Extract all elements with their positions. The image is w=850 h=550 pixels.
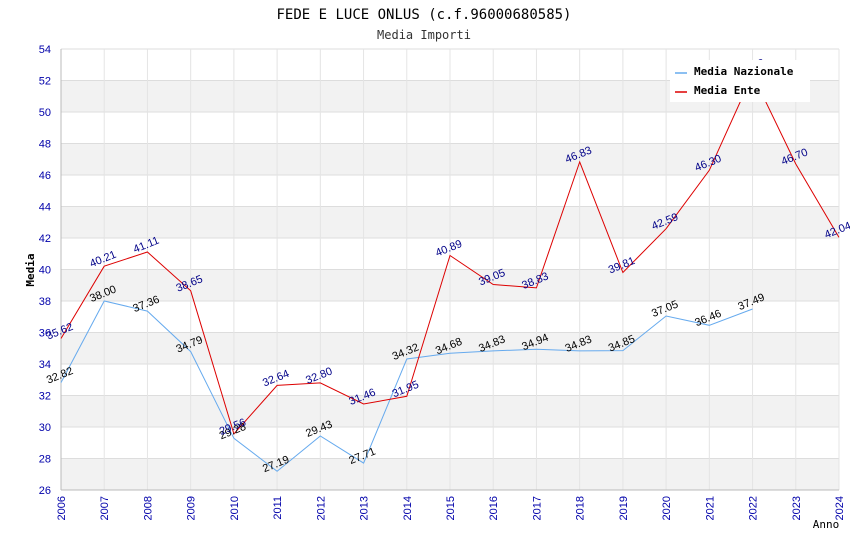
y-tick-label: 50 bbox=[39, 107, 51, 119]
x-tick-label: 2013 bbox=[359, 496, 371, 520]
y-axis-ticks: 26 28 30 32 34 36 38 40 42 44 46 48 50 52 54 bbox=[39, 44, 51, 497]
x-tick-label: 2010 bbox=[229, 496, 241, 520]
legend-label-nazionale: Media Nazionale bbox=[694, 65, 794, 78]
x-tick-label: 2007 bbox=[99, 496, 111, 520]
x-tick-label: 2015 bbox=[445, 496, 457, 520]
y-tick-label: 28 bbox=[39, 454, 51, 466]
series-line-nazionale bbox=[60, 300, 753, 472]
x-tick-label: 2009 bbox=[186, 496, 198, 520]
x-tick-label: 2008 bbox=[142, 496, 154, 520]
legend-box bbox=[670, 60, 810, 102]
x-tick-label: 2016 bbox=[488, 496, 500, 520]
x-tick-label: 2014 bbox=[402, 496, 414, 520]
y-tick-label: 42 bbox=[39, 233, 51, 245]
y-tick-label: 52 bbox=[39, 76, 51, 88]
y-tick-label: 54 bbox=[39, 44, 51, 56]
y-tick-label: 26 bbox=[39, 485, 51, 497]
series-line-ente bbox=[60, 73, 840, 435]
x-tick-label: 2006 bbox=[56, 496, 68, 520]
legend-label-ente: Media Ente bbox=[694, 84, 761, 97]
x-axis-label: Anno bbox=[813, 518, 840, 531]
x-tick-label: 2024 bbox=[834, 496, 846, 520]
y-tick-label: 38 bbox=[39, 296, 51, 308]
x-tick-label: 2018 bbox=[575, 496, 587, 520]
x-tick-label: 2012 bbox=[315, 496, 327, 520]
y-tick-label: 44 bbox=[39, 202, 51, 214]
y-tick-label: 32 bbox=[39, 391, 51, 403]
y-axis-label: Media bbox=[24, 253, 37, 286]
y-tick-label: 40 bbox=[39, 265, 51, 277]
x-tick-label: 2011 bbox=[272, 496, 284, 520]
x-tick-label: 2019 bbox=[618, 496, 630, 520]
chart-subtitle: Media Importi bbox=[377, 28, 471, 42]
series-lines bbox=[60, 73, 840, 472]
x-tick-label: 2017 bbox=[531, 496, 543, 520]
x-tick-label: 2020 bbox=[661, 496, 673, 520]
x-tick-label: 2021 bbox=[704, 496, 716, 520]
y-tick-label: 46 bbox=[39, 170, 51, 182]
y-tick-label: 36 bbox=[39, 328, 51, 340]
legend: Media Nazionale Media Ente bbox=[670, 60, 810, 102]
x-tick-label: 2022 bbox=[748, 496, 760, 520]
x-axis-ticks: 2006 2007 2008 2009 2010 2011 2012 2013 2014 2015… bbox=[56, 496, 846, 520]
y-tick-label: 34 bbox=[39, 359, 51, 371]
y-tick-label: 48 bbox=[39, 139, 51, 151]
x-tick-label: 2023 bbox=[791, 496, 803, 520]
chart-title: FEDE E LUCE ONLUS (c.f.96000680585) bbox=[276, 7, 571, 23]
gridlines bbox=[60, 48, 840, 491]
y-tick-label: 30 bbox=[39, 422, 51, 434]
